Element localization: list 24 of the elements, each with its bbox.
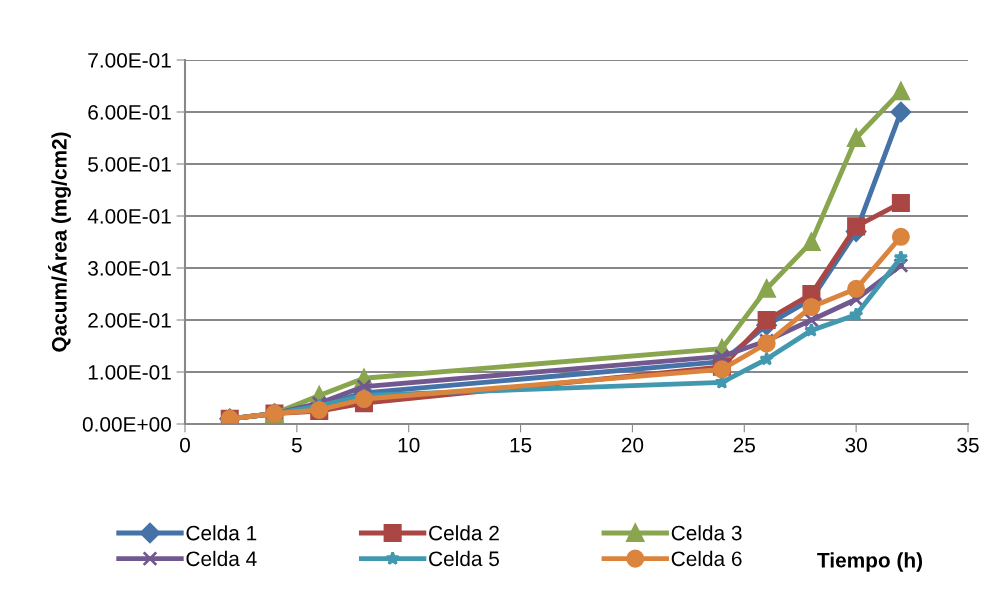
x-tick-label: 15 (510, 437, 532, 453)
x-tick-label: 10 (398, 437, 420, 453)
x-tick-label: 30 (845, 437, 867, 453)
x-tick-label: 20 (621, 437, 644, 453)
legend-label: Celda 1 (186, 525, 257, 541)
legend-label: Celda 6 (671, 550, 742, 567)
legend-label: Celda 3 (671, 525, 742, 541)
x-tick-label: 35 (957, 437, 979, 453)
x-tick-label: 0 (180, 437, 190, 453)
legend-label: Celda 5 (429, 550, 499, 567)
y-tick-label: 2.00E-01 (88, 313, 171, 328)
legend-label: Celda 2 (429, 525, 499, 541)
y-tick-label: 5.00E-01 (88, 157, 171, 172)
y-tick-label: 7.00E-01 (88, 53, 171, 68)
y-tick-label: 1.00E-01 (88, 365, 171, 380)
y-tick-label: 6.00E-01 (88, 105, 171, 120)
x-tick-label: 25 (733, 437, 755, 453)
legend-label: Celda 4 (186, 550, 257, 567)
x-tick-label: 5 (291, 437, 302, 453)
y-tick-label: 3.00E-01 (88, 261, 171, 276)
x-axis-title: Tiempo (h) (817, 552, 923, 572)
y-tick-label: 4.00E-01 (87, 209, 171, 224)
y-axis-title: Qacum/Área (mg/cm2) (48, 132, 71, 352)
y-tick-label: 0.00E+00 (82, 417, 171, 432)
